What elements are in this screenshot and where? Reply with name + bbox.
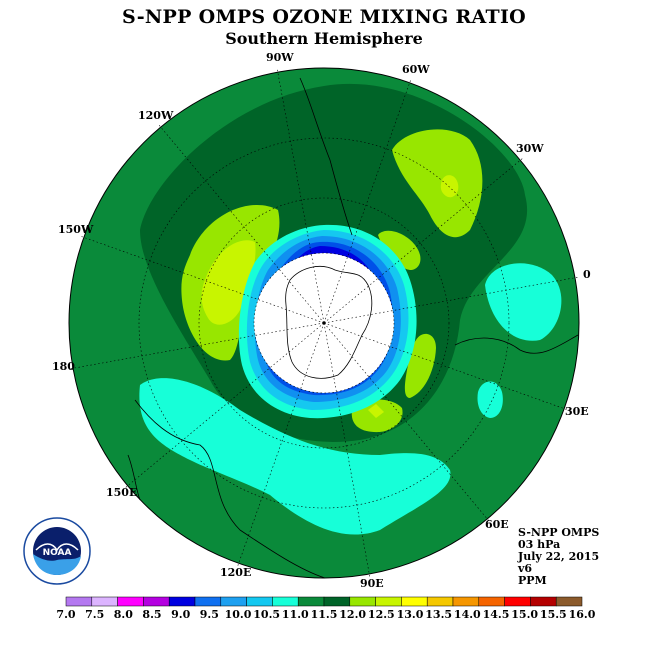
ozone-region-cyan-patch-small [477,381,503,418]
lon-label-120e: 120E [220,566,251,579]
info-line-pressure: 03 hPa [518,538,561,551]
lon-label-30e: 30E [565,405,589,418]
lon-label-120w: 120W [138,109,174,122]
info-line-date: July 22, 2015 [518,550,600,563]
map-title: S-NPP OMPS OZONE MIXING RATIO [121,6,527,28]
lon-label-0: 0 [583,268,591,281]
coastline-antarctica [285,266,373,379]
coastline-south-america [299,77,353,236]
map-subtitle: Southern Hemisphere [225,29,423,48]
info-line-version: v6 [518,562,533,575]
lon-label-180: 180 [52,360,75,373]
map-boundary [68,67,580,579]
south-pole-marker [322,321,326,325]
lon-label-30w: 30W [516,142,544,155]
ozone-region-yellow-north [440,175,459,198]
coastline-africa [454,334,579,354]
ozone-region-lime-inner [378,230,421,270]
ozone-region-cyan-band [139,378,451,535]
noaa-logo: NOAA [23,517,91,585]
info-line-units: PPM [518,574,547,587]
ozone-region-cyan-patch-east [485,263,562,341]
lon-label-90e: 90E [360,577,384,590]
lon-label-60w: 60W [402,63,430,76]
info-line-satellite: S-NPP OMPS [518,526,600,539]
lon-label-150e: 150E [106,486,137,499]
ozone-region-yellow-south [368,404,384,418]
coastline-new-zealand [127,454,141,501]
coastlines [127,77,579,579]
coastline-australia [134,399,326,579]
ozone-field [69,68,579,578]
lon-label-60e: 60E [485,518,509,531]
graticule [68,67,580,579]
noaa-logo-text: NOAA [43,548,72,558]
lon-label-150w: 150W [58,223,94,236]
lon-label-90w: 90W [266,51,294,64]
